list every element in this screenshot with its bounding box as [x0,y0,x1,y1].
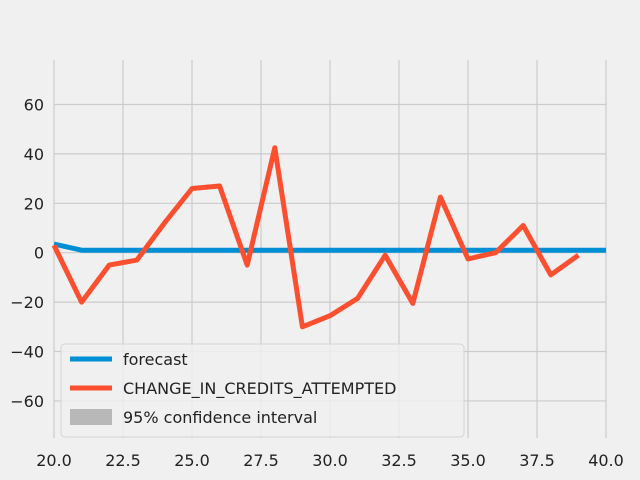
y-tick-label: −40 [10,343,44,362]
y-tick-label: 20 [24,194,44,213]
y-tick-label: −20 [10,293,44,312]
legend-entry-change-in-credits-attempted-label: CHANGE_IN_CREDITS_ATTEMPTED [123,379,396,399]
y-axis-ticks: 60 40 20 0 −20 −40 −60 [10,95,44,410]
y-tick-label: 60 [24,95,44,114]
x-tick-label: 22.5 [105,451,141,470]
y-tick-label: 0 [34,244,44,263]
x-tick-label: 27.5 [243,451,279,470]
series-layer [51,145,606,330]
y-tick-label: −60 [10,392,44,411]
x-tick-label: 20.0 [36,451,72,470]
x-tick-label: 37.5 [519,451,555,470]
legend-box [60,343,465,438]
legend-entry-confidence-interval-swatch [70,409,112,425]
series-line-change-in-credits-attempted [51,145,580,330]
x-tick-label: 40.0 [588,451,624,470]
x-tick-label: 32.5 [381,451,417,470]
legend: forecast CHANGE_IN_CREDITS_ATTEMPTED 95% c… [60,343,465,438]
x-axis-ticks: 20.0 22.5 25.0 27.5 30.0 32.5 35.0 37.5 40.0 [36,451,624,470]
x-tick-label: 25.0 [174,451,210,470]
legend-entry-forecast-label: forecast [123,350,188,369]
y-tick-label: 40 [24,145,44,164]
legend-entry-confidence-interval-label: 95% confidence interval [123,408,317,427]
x-tick-label: 35.0 [450,451,486,470]
x-tick-label: 30.0 [312,451,348,470]
